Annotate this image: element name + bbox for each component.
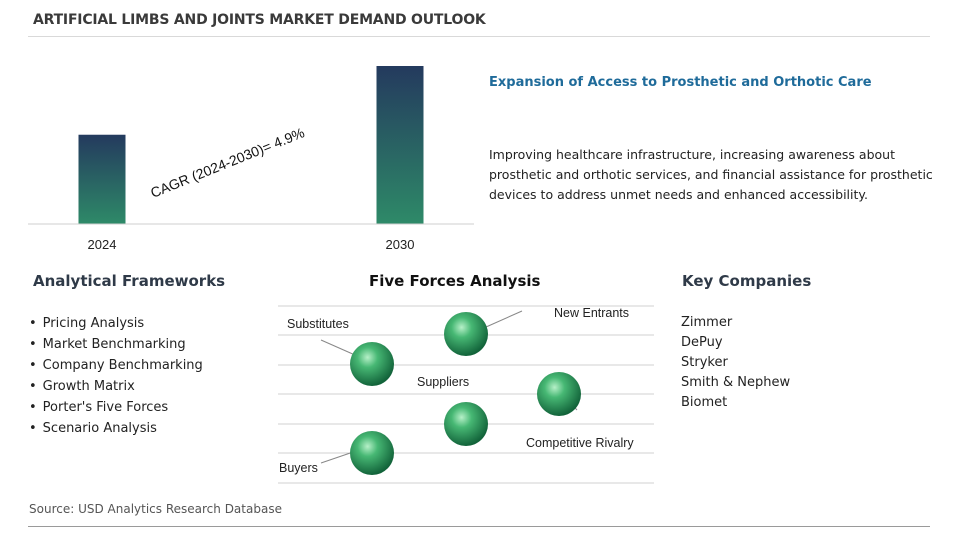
company-item: DePuy (681, 335, 723, 350)
company-item: Zimmer (681, 315, 733, 330)
source-note: Source: USD Analytics Research Database (29, 502, 282, 516)
competitive-rivalry-sphere (537, 372, 581, 416)
new-entrants-sphere (444, 312, 488, 356)
bar-2030 (376, 66, 424, 224)
x-tick-label: 2030 (386, 237, 415, 252)
company-item: Biomet (681, 395, 728, 410)
substitutes-sphere (350, 342, 394, 386)
framework-item: Porter's Five Forces (29, 397, 203, 418)
five-forces-heading: Five Forces Analysis (369, 272, 541, 290)
substitutes-label: Substitutes (287, 317, 349, 331)
suppliers-label: Suppliers (417, 375, 469, 389)
highlight-text: Improving healthcare infrastructure, inc… (489, 147, 933, 202)
framework-item: Scenario Analysis (29, 418, 203, 439)
cagr-annotation: CAGR (2024-2030)= 4.9% (148, 124, 307, 200)
bottom-divider (28, 526, 930, 527)
suppliers-sphere (444, 402, 488, 446)
page-title: ARTIFICIAL LIMBS AND JOINTS MARKET DEMAN… (33, 12, 486, 28)
company-item: Smith & Nephew (681, 375, 791, 390)
competitive-rivalry-label: Competitive Rivalry (526, 436, 634, 450)
highlight-title: Expansion of Access to Prosthetic and Or… (489, 75, 872, 90)
buyers-label: Buyers (279, 461, 318, 475)
frameworks-list: Pricing Analysis Market Benchmarking Com… (29, 313, 203, 439)
company-item: Stryker (681, 355, 728, 370)
framework-item: Company Benchmarking (29, 355, 203, 376)
framework-item: Growth Matrix (29, 376, 203, 397)
companies-list: Zimmer DePuy Stryker Smith & Nephew Biom… (681, 313, 790, 413)
demand-bar-chart: CAGR (2024-2030)= 4.9% 2024 2030 (28, 66, 474, 252)
framework-item: Pricing Analysis (29, 313, 203, 334)
frameworks-heading: Analytical Frameworks (33, 272, 226, 290)
companies-heading: Key Companies (682, 272, 812, 290)
new-entrants-label: New Entrants (554, 306, 629, 320)
bar-2024 (78, 134, 126, 224)
x-tick-label: 2024 (88, 237, 117, 252)
buyers-sphere (350, 431, 394, 475)
framework-item: Market Benchmarking (29, 334, 203, 355)
five-forces-diagram: Substitutes New Entrants Suppliers Compe… (278, 305, 654, 484)
top-divider (28, 36, 930, 37)
